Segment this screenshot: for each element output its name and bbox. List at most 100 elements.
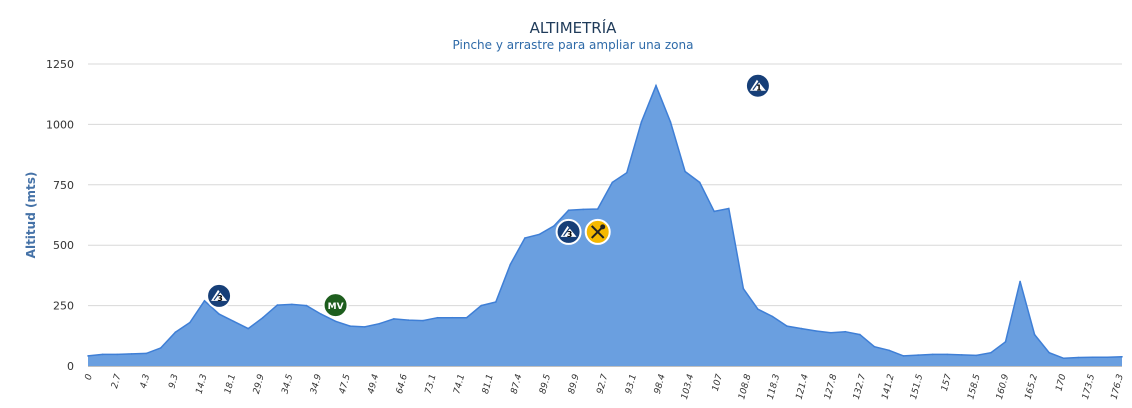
data-point[interactable] <box>698 181 701 184</box>
data-point[interactable] <box>553 225 555 227</box>
y-tick-label: 500 <box>53 239 74 252</box>
data-point[interactable] <box>262 316 264 319</box>
y-tick-label: 250 <box>53 300 74 313</box>
x-tick-label: 160.9 <box>995 373 1011 401</box>
data-point[interactable] <box>946 353 948 356</box>
data-point[interactable] <box>815 330 817 332</box>
x-tick-label: 158.5 <box>966 373 982 401</box>
data-point[interactable] <box>975 354 978 357</box>
data-point[interactable] <box>1004 341 1007 343</box>
x-tick-label: 141.2 <box>880 373 896 401</box>
data-point[interactable] <box>393 318 395 320</box>
peak-stroke <box>752 81 760 91</box>
mv-marker[interactable]: MV <box>322 292 349 319</box>
y-tick-label: 1250 <box>46 58 74 71</box>
data-point[interactable] <box>291 303 293 306</box>
data-point[interactable] <box>582 208 584 211</box>
data-point[interactable] <box>538 233 541 236</box>
data-point[interactable] <box>305 304 308 307</box>
data-point[interactable] <box>931 353 934 356</box>
data-point[interactable] <box>465 316 468 319</box>
x-tick-label: 107 <box>711 373 725 392</box>
data-point[interactable] <box>495 301 497 303</box>
data-point[interactable] <box>1121 356 1123 358</box>
peak-stroke <box>563 227 571 237</box>
data-point[interactable] <box>524 237 526 239</box>
data-point[interactable] <box>655 84 657 87</box>
data-point[interactable] <box>1062 357 1065 360</box>
data-point[interactable] <box>1033 333 1036 336</box>
data-point[interactable] <box>378 322 381 325</box>
data-point[interactable] <box>436 316 439 319</box>
data-point[interactable] <box>174 331 177 334</box>
x-tick-label: 98.4 <box>653 373 668 395</box>
data-point[interactable] <box>320 313 322 315</box>
mountain-marker[interactable]: 3 <box>206 282 233 309</box>
data-point[interactable] <box>611 181 614 184</box>
data-point[interactable] <box>771 315 774 318</box>
data-point[interactable] <box>961 354 963 356</box>
data-point[interactable] <box>786 325 788 327</box>
data-point[interactable] <box>1092 356 1094 359</box>
data-point[interactable] <box>1048 351 1050 354</box>
category-label: 3 <box>217 294 223 303</box>
fork-head <box>600 224 606 230</box>
data-point[interactable] <box>349 325 351 327</box>
data-point[interactable] <box>509 263 512 266</box>
data-point[interactable] <box>567 209 570 211</box>
x-tick-label: 103.4 <box>680 373 696 401</box>
x-tick-label: 93.1 <box>624 373 639 395</box>
x-axis-ticks: 0 2.7 4.3 9.3 14.3 18.1 29.9 34.5 34.9 47.5 49.4 64… <box>84 366 1126 401</box>
data-point[interactable] <box>829 331 832 334</box>
data-point[interactable] <box>990 351 992 354</box>
data-point[interactable] <box>873 345 876 348</box>
x-tick-label: 73.1 <box>424 373 439 395</box>
food-icon[interactable] <box>584 218 611 245</box>
data-point[interactable] <box>669 121 672 123</box>
data-point[interactable] <box>189 321 191 324</box>
data-point[interactable] <box>407 319 410 321</box>
data-point[interactable] <box>902 355 905 357</box>
x-tick-label: 89.5 <box>538 373 553 395</box>
data-point[interactable] <box>87 355 89 357</box>
data-point[interactable] <box>116 353 118 356</box>
data-point[interactable] <box>1019 280 1021 283</box>
data-point[interactable] <box>203 300 206 302</box>
data-point[interactable] <box>684 170 686 173</box>
x-tick-label: 173.5 <box>1081 373 1097 401</box>
data-point[interactable] <box>888 349 890 352</box>
x-tick-label: 81.1 <box>481 373 496 395</box>
data-point[interactable] <box>596 208 599 210</box>
data-point[interactable] <box>101 353 104 356</box>
data-point[interactable] <box>800 327 803 330</box>
data-point[interactable] <box>276 304 279 306</box>
data-point[interactable] <box>218 313 220 315</box>
data-point[interactable] <box>422 319 424 322</box>
data-point[interactable] <box>728 207 730 210</box>
data-point[interactable] <box>859 333 861 336</box>
x-tick-label: 92.7 <box>596 373 611 395</box>
data-point[interactable] <box>160 347 162 349</box>
data-point[interactable] <box>757 308 759 311</box>
x-tick-label: 47.5 <box>338 373 353 395</box>
data-point[interactable] <box>247 327 249 330</box>
data-point[interactable] <box>844 330 847 333</box>
data-point[interactable] <box>626 171 628 174</box>
mountain-marker[interactable]: 3 <box>555 218 582 245</box>
data-point[interactable] <box>742 287 745 290</box>
data-point[interactable] <box>334 320 337 323</box>
data-point[interactable] <box>1077 356 1080 359</box>
data-point[interactable] <box>917 354 919 356</box>
x-tick-label: 34.9 <box>309 373 324 395</box>
data-point[interactable] <box>480 304 483 307</box>
data-point[interactable] <box>145 352 148 355</box>
data-point[interactable] <box>451 316 453 319</box>
data-point[interactable] <box>1106 356 1109 359</box>
data-point[interactable] <box>232 320 235 323</box>
mountain-marker[interactable]: 1 <box>744 72 771 99</box>
data-point[interactable] <box>640 121 643 123</box>
data-point[interactable] <box>363 326 366 328</box>
data-point[interactable] <box>130 353 133 355</box>
data-point[interactable] <box>713 210 715 213</box>
